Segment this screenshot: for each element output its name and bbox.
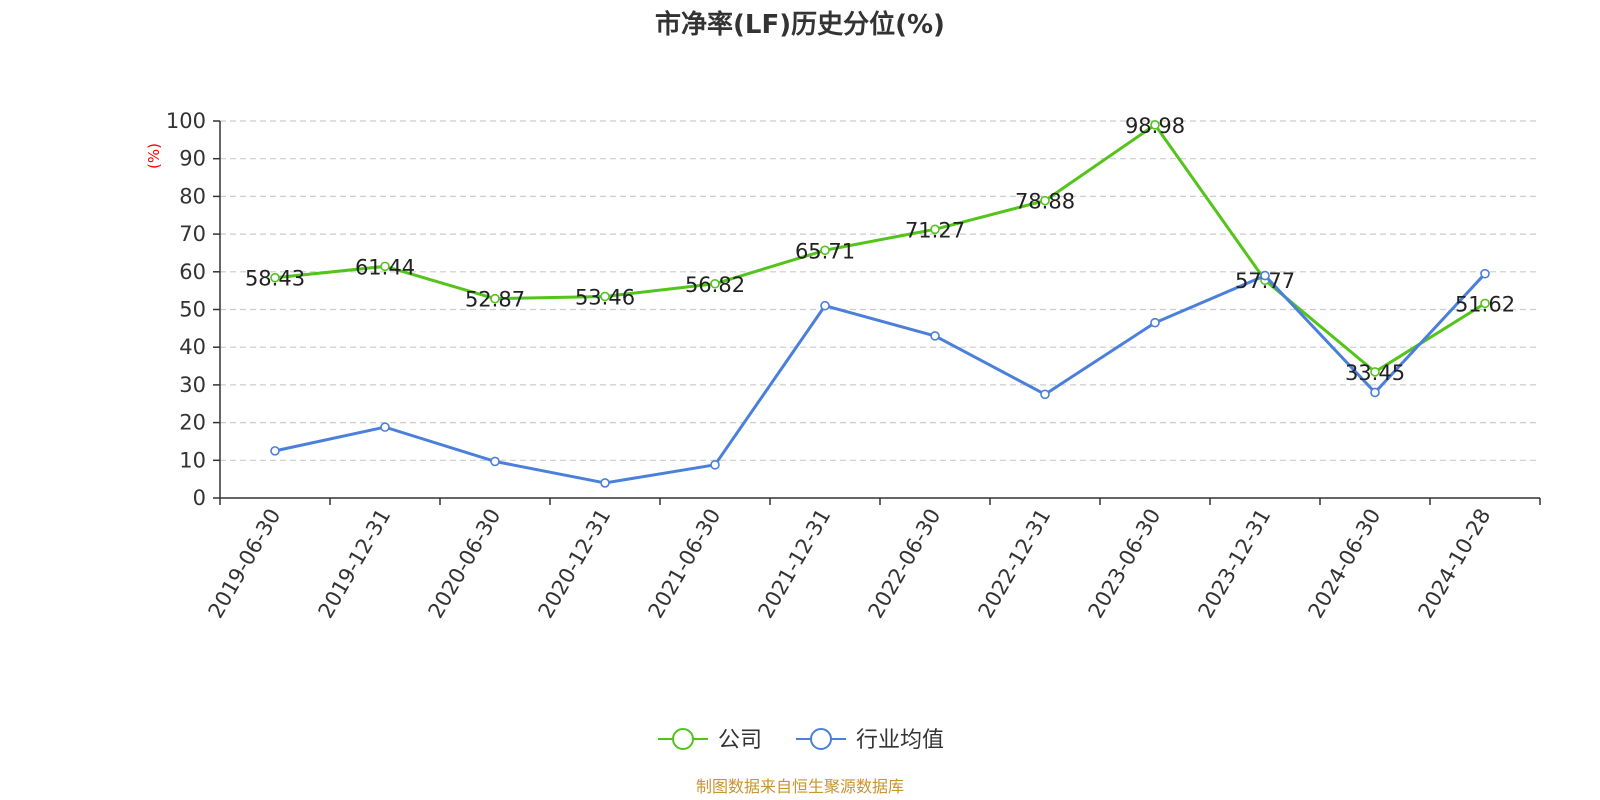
series-0-point: [1040, 195, 1050, 206]
chart-title: 市净率(LF)历史分位(%): [655, 9, 945, 40]
x-tick-label: 2019-12-31: [314, 505, 396, 623]
series-1-point: [1040, 389, 1050, 400]
y-tick-label: 60: [179, 260, 206, 284]
source-note: 制图数据来自恒生聚源数据库: [696, 777, 904, 796]
y-tick-label: 70: [179, 222, 206, 246]
series-1-point: [270, 446, 280, 456]
y-tick-label: 0: [193, 486, 206, 510]
y-tick-label: 40: [179, 335, 206, 359]
series-0-point: [1480, 298, 1490, 309]
series-line-0: [274, 123, 1486, 374]
x-tick-label: 2023-06-30: [1084, 505, 1166, 623]
y-tick-label: 50: [179, 298, 206, 322]
x-tick-label: 2021-12-31: [754, 505, 836, 623]
y-tick-label: 100: [166, 109, 206, 133]
data-label: 51.62: [1455, 292, 1515, 316]
series-1-point: [1150, 317, 1160, 328]
x-tick-label: 2022-06-30: [864, 505, 946, 623]
series-layer: [270, 120, 1490, 488]
data-label: 52.87: [465, 288, 525, 312]
series-line-1: [274, 272, 1487, 485]
legend: 公司 行业均值: [658, 728, 944, 753]
series-1-point: [1370, 387, 1380, 398]
x-tick-label: 2023-12-31: [1194, 505, 1276, 623]
series-1-point: [930, 331, 940, 341]
x-tick-label: 2020-12-31: [534, 505, 616, 623]
x-tick-label: 2022-12-31: [974, 505, 1056, 623]
series-0-point: [600, 291, 610, 302]
x-tick-label: 2024-06-30: [1304, 505, 1386, 623]
data-label: 78.88: [1015, 190, 1075, 214]
series-0-point: [380, 261, 390, 272]
data-label: 98.98: [1125, 114, 1185, 138]
axis-layer: 0 10 20 30 40 50 60 70 80 90 100 2019-06-30 2019-12-…: [166, 109, 1541, 623]
data-label: 57.77: [1235, 269, 1295, 293]
x-tick-label: 2021-06-30: [644, 505, 726, 623]
series-1-point: [710, 460, 720, 470]
series-0-point: [270, 272, 280, 283]
y-tick-label: 10: [179, 448, 206, 472]
series-1-point: [600, 478, 610, 488]
series-0-point: [490, 293, 500, 304]
y-tick-label: 30: [179, 373, 206, 397]
series-0-point: [1150, 120, 1160, 130]
data-label: 33.45: [1345, 361, 1405, 385]
x-tick-label: 2024-10-28: [1414, 505, 1496, 623]
legend-marker-0: [672, 728, 694, 750]
data-label: 61.44: [355, 255, 415, 279]
series-0-point: [710, 278, 720, 289]
legend-marker-1: [810, 728, 832, 750]
y-tick-label: 20: [179, 411, 206, 435]
y-axis-unit-label: (%): [145, 143, 163, 169]
series-1-point: [1260, 270, 1270, 281]
x-tick-label: 2020-06-30: [424, 505, 506, 623]
series-1-point: [1480, 268, 1490, 279]
series-1-point: [820, 300, 830, 311]
legend-label-0: 公司: [718, 728, 762, 753]
grid-layer: [220, 120, 1540, 461]
y-tick-label: 90: [179, 147, 206, 171]
series-1-point: [490, 456, 500, 467]
data-label: 58.43: [245, 267, 305, 291]
y-tick-label: 80: [179, 184, 206, 208]
series-0-point: [1370, 367, 1380, 377]
data-label-layer: 58.43 61.44 52.87 53.46 56.82 65.71 71.27 78.88…: [245, 114, 1515, 385]
series-1-point: [380, 422, 390, 432]
data-label: 65.71: [795, 239, 855, 263]
data-label: 53.46: [575, 285, 635, 309]
data-label: 56.82: [685, 273, 745, 297]
data-label: 71.27: [905, 218, 965, 242]
legend-label-1: 行业均值: [856, 728, 944, 753]
series-0-point: [820, 245, 830, 256]
x-tick-label: 2019-06-30: [204, 505, 286, 623]
series-0-point: [930, 224, 940, 235]
